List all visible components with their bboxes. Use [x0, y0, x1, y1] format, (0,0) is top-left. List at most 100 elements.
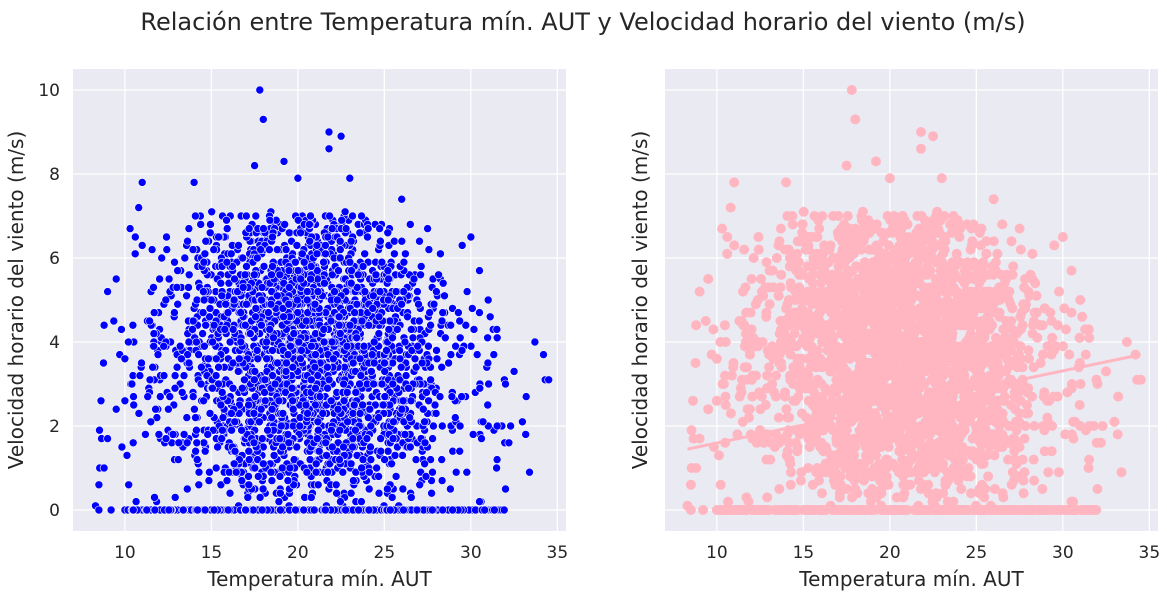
- data-point: [501, 484, 510, 494]
- data-point: [173, 299, 182, 309]
- data-point: [284, 438, 294, 448]
- data-point: [234, 241, 243, 250]
- data-point: [184, 358, 194, 368]
- data-point: [335, 236, 345, 246]
- data-point: [279, 312, 288, 322]
- data-point: [188, 325, 197, 334]
- data-point: [302, 467, 312, 477]
- data-point: [117, 442, 127, 452]
- data-point: [255, 417, 264, 427]
- data-point: [375, 224, 384, 233]
- data-point: [327, 337, 337, 347]
- data-point: [128, 320, 138, 330]
- data-point: [312, 241, 322, 250]
- data-point: [358, 262, 368, 271]
- data-point: [209, 505, 219, 515]
- data-point: [790, 437, 801, 448]
- data-point: [149, 329, 159, 338]
- data-point: [748, 253, 759, 263]
- data-point: [773, 290, 784, 301]
- data-point: [492, 333, 502, 343]
- data-point: [306, 493, 316, 502]
- data-point: [403, 312, 412, 322]
- data-point: [475, 266, 484, 275]
- data-point: [786, 467, 796, 478]
- data-point: [354, 505, 363, 515]
- data-point: [446, 350, 456, 359]
- data-point: [156, 392, 165, 401]
- data-point: [395, 375, 405, 385]
- data-point: [351, 467, 361, 477]
- data-point: [214, 232, 223, 242]
- data-point: [227, 409, 236, 418]
- data-point: [205, 409, 215, 418]
- data-point: [380, 392, 390, 401]
- data-point: [359, 341, 369, 351]
- data-point: [124, 480, 133, 490]
- data-point: [425, 308, 434, 317]
- data-point: [324, 127, 334, 137]
- data-point: [432, 287, 441, 296]
- data-point: [1025, 269, 1036, 280]
- data-point: [752, 295, 763, 305]
- data-point: [489, 350, 499, 359]
- data-point: [400, 430, 410, 439]
- data-point: [284, 283, 294, 292]
- data-point: [292, 241, 302, 250]
- data-point: [293, 266, 303, 275]
- data-point: [818, 248, 829, 259]
- data-point: [184, 283, 193, 292]
- data-point: [395, 346, 404, 355]
- data-point: [1005, 299, 1016, 310]
- data-point: [967, 236, 978, 247]
- data-point: [364, 484, 374, 494]
- data-point: [235, 400, 244, 410]
- data-point: [413, 341, 423, 351]
- data-point: [162, 232, 171, 242]
- data-point: [165, 392, 175, 401]
- data-point: [230, 417, 240, 427]
- data-point: [276, 505, 285, 515]
- data-point: [302, 295, 312, 305]
- data-point: [1066, 383, 1077, 394]
- data-point: [183, 484, 192, 494]
- data-point: [714, 450, 724, 461]
- data-point: [154, 430, 164, 439]
- data-point: [346, 278, 356, 288]
- data-point: [252, 346, 262, 355]
- data-point: [293, 215, 303, 225]
- data-point: [342, 388, 352, 397]
- data-point: [278, 409, 288, 418]
- data-point: [357, 211, 366, 221]
- data-point: [913, 450, 924, 461]
- data-point: [1008, 261, 1019, 272]
- data-point: [368, 304, 378, 313]
- data-point: [335, 253, 345, 263]
- data-point: [1029, 316, 1039, 326]
- data-point: [363, 413, 373, 422]
- data-point: [200, 446, 210, 456]
- data-point: [986, 345, 997, 356]
- data-point: [700, 316, 711, 326]
- data-point: [236, 337, 246, 347]
- data-point: [192, 425, 201, 435]
- data-point: [173, 266, 182, 275]
- data-point: [214, 362, 223, 372]
- data-point: [287, 383, 297, 393]
- data-point: [867, 471, 877, 482]
- data-point: [253, 354, 263, 364]
- data-point: [773, 412, 784, 423]
- data-point: [444, 358, 453, 368]
- data-point: [469, 325, 479, 334]
- data-point: [916, 374, 927, 385]
- data-point: [299, 257, 309, 267]
- data-point: [325, 459, 335, 469]
- data-point: [1037, 349, 1048, 360]
- data-point: [979, 358, 990, 368]
- data-point: [407, 346, 417, 355]
- data-point: [968, 257, 979, 268]
- data-point: [327, 442, 337, 452]
- data-point: [288, 396, 298, 406]
